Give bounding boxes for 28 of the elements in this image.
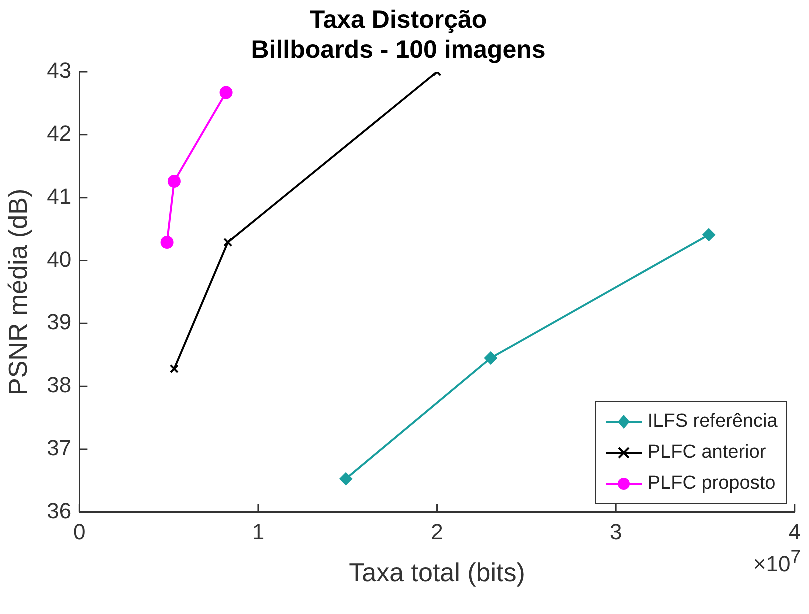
y-tick-label: 39 [47,310,72,335]
point [160,236,174,249]
x-tick-label: 0 [74,520,86,545]
y-tick-label: 41 [47,184,72,209]
legend-label: PLFC proposto [648,472,776,495]
x-tick-label: 1 [252,520,265,545]
point [168,174,181,188]
x-axis-title: Taxa total (bits) [349,558,526,588]
chart-title: Taxa Distorção Billboards - 100 imagens [251,6,546,64]
point [702,228,716,242]
y-tick-label: 38 [47,372,72,398]
x-tick-label: 2 [431,520,444,545]
point [220,86,233,100]
y-axis-title: PSNR média (dB) [2,188,33,396]
x-tick-label: 4 [788,520,802,545]
y-tick-label: 36 [47,498,72,524]
point [224,238,233,248]
y-tick-label: 43 [47,58,72,84]
y-tick-label: 37 [47,436,72,461]
point [170,364,179,374]
point [484,352,498,365]
point [340,472,353,486]
x-tick-label: 3 [610,520,622,545]
legend-label: ILFS referência [648,410,778,433]
text: ×10$^{7}$ [753,546,801,578]
y-tick-label: 40 [47,246,72,272]
legend-label: PLFC anterior [648,442,766,464]
y-tick-label: 42 [47,120,72,146]
